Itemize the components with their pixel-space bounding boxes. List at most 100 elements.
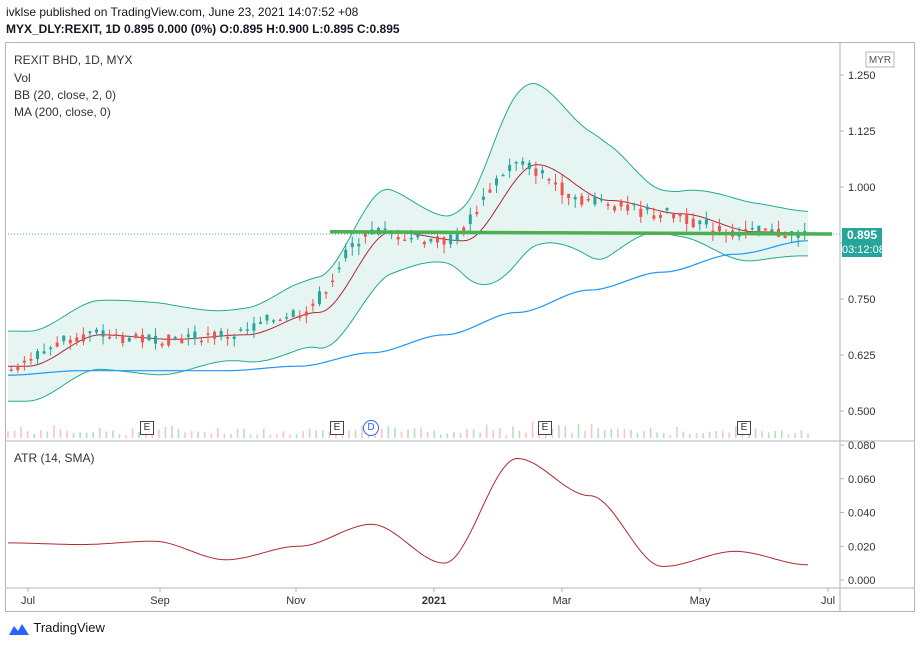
time-tick-label: Nov [286, 595, 306, 607]
volume-bar [66, 430, 68, 438]
earnings-marker[interactable]: E [538, 421, 552, 435]
volume-bar [164, 427, 167, 438]
volume-bar [7, 431, 9, 438]
candle-body [101, 330, 105, 337]
volume-bar [807, 433, 809, 438]
ma200-line [7, 240, 808, 376]
atr-tick-label: 0.000 [848, 575, 876, 587]
candle-body [22, 360, 26, 363]
candle-body [258, 322, 262, 324]
volume-bar [459, 432, 462, 438]
dividend-marker[interactable]: D [363, 420, 379, 436]
candle-body [350, 242, 354, 248]
candle-body [409, 237, 413, 240]
candle-body [272, 320, 276, 322]
volume-bar [702, 433, 704, 438]
candle-body [632, 203, 636, 206]
volume-bar [413, 428, 416, 438]
time-tick-label: Mar [553, 595, 572, 607]
candle-body [304, 311, 308, 316]
volume-bar [348, 430, 350, 438]
bollinger-fill [8, 83, 808, 402]
candle-body [639, 208, 643, 217]
volume-bar [597, 428, 599, 438]
candle-body [436, 236, 440, 243]
candle-body [704, 219, 708, 225]
volume-bar [492, 430, 495, 438]
volume-bar [630, 429, 632, 438]
volume-bar [656, 432, 658, 438]
candle-body [599, 198, 603, 201]
candle-body [75, 337, 79, 342]
candle-body [357, 243, 361, 247]
volume-bar [328, 432, 331, 438]
candle-body [285, 317, 289, 319]
volume-bar [85, 432, 88, 438]
volume-bar [735, 426, 737, 438]
candle-body [140, 334, 144, 343]
candle-body [9, 369, 13, 371]
legend-title: REXIT BHD, 1D, MYX [14, 53, 133, 67]
volume-bar [33, 433, 36, 438]
time-tick-label: Jul [821, 595, 835, 607]
tradingview-logo-icon [9, 623, 29, 635]
legend-atr: ATR (14, SMA) [14, 451, 95, 465]
volume-bar [249, 434, 252, 438]
candle-body [383, 228, 387, 230]
candle-body [186, 334, 190, 337]
candle-body [481, 196, 485, 200]
volume-bar [230, 433, 232, 438]
volume-bar [774, 430, 777, 438]
volume-bar [308, 428, 311, 438]
candle-body [645, 206, 649, 210]
candle-body [593, 197, 597, 205]
candle-body [29, 359, 33, 361]
candle-body [173, 336, 177, 339]
volume-bar [741, 433, 744, 438]
candle-body [540, 170, 544, 174]
volume-bar [203, 431, 206, 438]
volume-bar [636, 432, 639, 438]
candle-body [324, 292, 328, 294]
volume-bar [780, 430, 783, 438]
candle-body [613, 206, 617, 211]
candle-body [127, 337, 131, 342]
bb-upper-line [8, 82, 809, 332]
candle-body [455, 233, 459, 241]
candle-body [534, 168, 538, 176]
volume-bar [20, 427, 22, 438]
candle-body [55, 342, 59, 347]
candle-body [42, 351, 46, 354]
volume-bar [269, 434, 272, 438]
volume-bar [531, 421, 534, 438]
volume-bar [131, 428, 134, 438]
earnings-marker[interactable]: E [737, 421, 751, 435]
volume-bar [321, 429, 324, 438]
ma200-path [7, 240, 808, 376]
candle-body [488, 189, 492, 193]
candle-body [527, 162, 531, 169]
volume-bar [112, 430, 114, 438]
atr-tick-label: 0.080 [848, 440, 876, 452]
ohlc-values: 0.895 0.000 (0%) O:0.895 H:0.900 L:0.895… [124, 22, 400, 36]
candle-body [691, 218, 695, 228]
candle-body [49, 347, 53, 350]
volume-bar [551, 428, 554, 438]
candle-body [554, 182, 558, 185]
volume-bar [485, 424, 488, 438]
volume-bar [584, 430, 586, 438]
earnings-marker[interactable]: E [140, 421, 154, 435]
earnings-marker[interactable]: E [330, 421, 344, 435]
volume-bar [525, 432, 527, 438]
candle-body [626, 204, 630, 211]
candle-body [475, 212, 479, 215]
volume-bar [754, 428, 757, 438]
candle-body [678, 214, 682, 217]
candle-body [167, 334, 171, 346]
tradingview-footer[interactable]: TradingView [8, 620, 105, 636]
chart-frame [5, 42, 915, 612]
candle-body [606, 204, 610, 206]
volume-bar [118, 434, 121, 438]
candle-body [226, 337, 230, 339]
